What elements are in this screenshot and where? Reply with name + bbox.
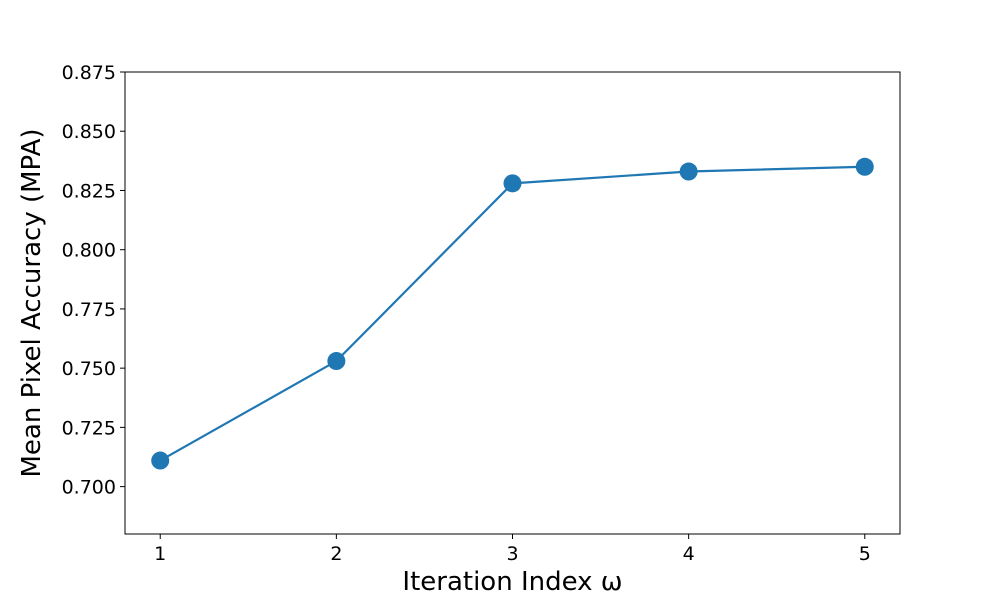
y-tick-label: 0.725 bbox=[62, 417, 116, 439]
data-point bbox=[503, 174, 522, 193]
data-point bbox=[679, 162, 698, 181]
y-axis-label: Mean Pixel Accuracy (MPA) bbox=[17, 129, 47, 478]
y-tick-label: 0.800 bbox=[62, 240, 116, 262]
x-tick-label: 5 bbox=[859, 543, 871, 565]
y-tick-label: 0.775 bbox=[62, 299, 116, 321]
x-axis-label: Iteration Index ω bbox=[402, 567, 622, 597]
y-tick-label: 0.825 bbox=[62, 180, 116, 202]
data-point bbox=[855, 157, 874, 176]
x-tick-label: 2 bbox=[330, 543, 342, 565]
x-tick-label: 3 bbox=[506, 543, 518, 565]
y-axis-ticks: 0.700 0.725 0.750 0.775 0.800 0.825 0.850 0.875 bbox=[62, 62, 125, 499]
y-tick-label: 0.750 bbox=[62, 358, 116, 380]
y-tick-label: 0.850 bbox=[62, 121, 116, 143]
series-layer bbox=[151, 157, 874, 470]
x-tick-label: 4 bbox=[683, 543, 695, 565]
y-tick-label: 0.700 bbox=[62, 477, 116, 499]
x-tick-label: 1 bbox=[154, 543, 166, 565]
x-axis-ticks: 1 2 3 4 5 bbox=[154, 534, 871, 565]
data-point bbox=[151, 451, 170, 470]
data-point bbox=[327, 352, 346, 371]
y-tick-label: 0.875 bbox=[62, 62, 116, 84]
